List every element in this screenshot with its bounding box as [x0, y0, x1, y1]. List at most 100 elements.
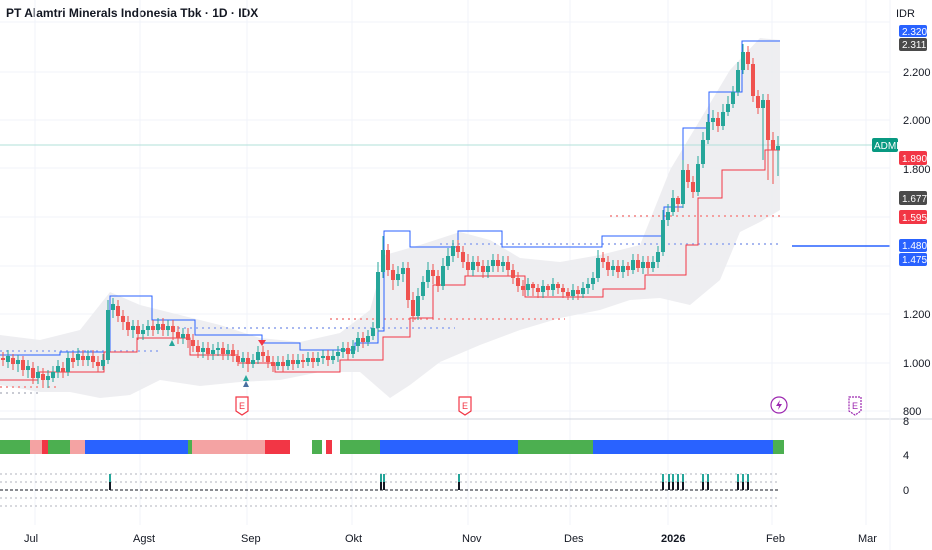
candle-body: [171, 326, 175, 332]
candle-body: [416, 296, 420, 316]
indicator-bar: [668, 482, 670, 490]
candle-body: [446, 256, 450, 266]
candle-body: [546, 286, 550, 290]
candlestick: [446, 248, 450, 270]
candlestick: [571, 284, 575, 300]
candle-body: [501, 262, 505, 266]
candle-body: [271, 362, 275, 366]
candle-body: [176, 332, 180, 338]
candlestick: [126, 316, 130, 336]
candle-body: [196, 346, 200, 352]
candle-body: [636, 260, 640, 268]
price-tag: 1.677: [902, 194, 927, 205]
candlestick: [26, 360, 30, 378]
candlestick: [236, 350, 240, 366]
price-tick: 2.200: [903, 67, 931, 79]
candlestick: [46, 370, 50, 388]
candlestick: [291, 354, 295, 370]
candlestick: [391, 264, 395, 290]
candle-body: [86, 356, 90, 360]
candle-body: [396, 274, 400, 280]
candlestick: [6, 350, 10, 368]
candlestick: [316, 352, 320, 366]
candlestick: [726, 96, 730, 116]
candle-body: [616, 266, 620, 272]
candlestick: [41, 368, 45, 386]
candle-body: [406, 268, 410, 300]
candle-body: [516, 278, 520, 286]
candlestick: [661, 210, 665, 256]
candle-body: [301, 360, 305, 362]
price-tick: 2.000: [903, 115, 931, 127]
candlestick: [56, 360, 60, 378]
signal-markers: [169, 340, 266, 387]
candle-body: [486, 266, 490, 272]
candlestick: [561, 284, 565, 298]
candle-body: [11, 358, 15, 364]
candlestick: [306, 352, 310, 366]
lightning-icon[interactable]: [770, 396, 788, 414]
candle-body: [716, 118, 720, 126]
candlestick: [606, 256, 610, 276]
time-tick: Des: [564, 533, 584, 545]
candle-body: [101, 360, 105, 366]
candlestick: [751, 58, 755, 102]
currency-label[interactable]: IDR: [896, 8, 915, 20]
candle-body: [721, 112, 725, 126]
earnings-icon[interactable]: E: [235, 396, 249, 416]
candlestick: [731, 86, 735, 108]
candle-body: [16, 360, 20, 364]
candlestick: [656, 246, 660, 268]
candlestick: [621, 260, 625, 278]
candlestick: [601, 252, 605, 268]
candle-body: [681, 170, 685, 204]
candlestick: [736, 62, 740, 96]
candlestick: [356, 332, 360, 352]
earnings-icon-label: E: [239, 401, 245, 411]
candle-body: [331, 356, 335, 360]
candle-body: [776, 146, 780, 150]
candle-body: [6, 356, 10, 362]
candle-body: [411, 300, 415, 316]
candle-body: [251, 360, 255, 364]
candle-body: [36, 372, 40, 378]
candlestick: [11, 354, 15, 370]
earnings-icon[interactable]: E: [458, 396, 472, 416]
candlestick: [106, 300, 110, 364]
candlestick: [411, 292, 415, 322]
candlestick: [641, 256, 645, 274]
candlestick: [186, 328, 190, 348]
event-icons[interactable]: E E E: [235, 396, 862, 416]
candlestick: [766, 94, 770, 180]
candle-body: [611, 266, 615, 270]
regime-strip-segment: [48, 440, 70, 454]
candlestick: [456, 240, 460, 258]
candle-body: [576, 290, 580, 294]
earnings-icon[interactable]: E: [848, 396, 862, 416]
candle-body: [106, 310, 110, 360]
time-axis[interactable]: Jul Agst Sep Okt Nov Des 2026 Feb Mar: [24, 533, 877, 545]
candlestick: [481, 260, 485, 278]
candle-body: [61, 368, 65, 372]
candle-body: [361, 338, 365, 342]
candle-body: [671, 198, 675, 212]
price-tag-bg: [899, 151, 927, 165]
candlesticks: [1, 44, 780, 388]
candle-body: [556, 284, 560, 288]
candlestick: [266, 350, 270, 368]
candle-body: [91, 356, 95, 362]
candlestick: [501, 256, 505, 272]
regime-strip-segment: [518, 440, 593, 454]
candlestick: [66, 352, 70, 376]
candle-body: [586, 284, 590, 288]
candle-body: [386, 250, 390, 270]
candle-body: [496, 260, 500, 266]
candlestick: [526, 278, 530, 296]
candlestick: [211, 344, 215, 360]
candlestick: [626, 262, 630, 276]
indicator-axis[interactable]: 8 4 0: [903, 416, 909, 497]
indicator-bar: [702, 482, 704, 490]
price-axis[interactable]: 2.200 2.000 1.800 1.200 1.000 800: [903, 67, 931, 418]
candle-body: [181, 334, 185, 338]
